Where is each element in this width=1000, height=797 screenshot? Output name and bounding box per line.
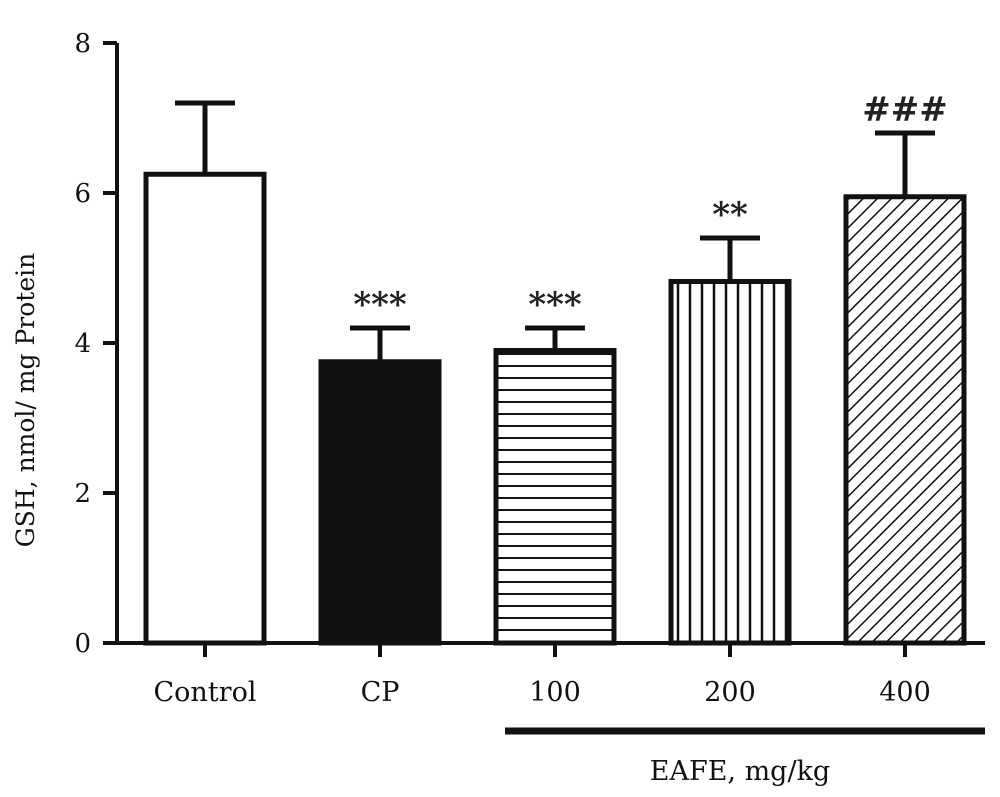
y-tick-label: 8 [74,29,91,59]
bars [143,100,967,646]
bar-200 [668,279,792,646]
x-tick-label: 100 [529,677,581,708]
bar-cp [318,359,442,646]
x-tick-label: Control [154,677,257,708]
y-tick-label: 2 [74,479,91,509]
significance-label: ** [712,195,748,235]
y-tick-label: 6 [74,179,91,209]
significance-label: *** [353,285,407,325]
x-tick-label: CP [361,677,400,708]
bar-control [143,171,267,646]
labels: 0 2 4 6 8 Control CP *** 100 *** 200 ** 400 ### [74,29,947,708]
significance-label: ### [862,90,947,130]
significance-label: *** [528,285,582,325]
y-axis-label: GSH, nmol/ mg Protein [11,253,40,547]
group-label: EAFE, mg/kg [650,756,830,787]
bar-400 [843,194,967,646]
y-tick-label: 0 [74,629,91,659]
y-tick-label: 4 [74,329,91,359]
x-tick-label: 400 [879,677,931,708]
bar-100 [493,348,617,646]
x-tick-label: 200 [704,677,756,708]
